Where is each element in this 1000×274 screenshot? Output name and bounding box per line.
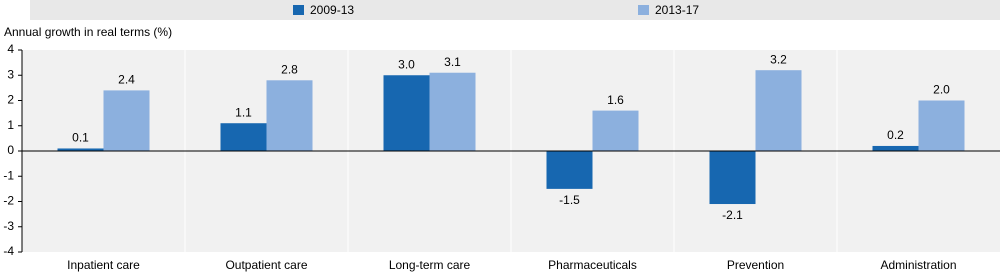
bar [918,100,965,151]
value-label: 3.0 [398,57,415,71]
value-label: -1.5 [559,193,580,207]
y-tick-label: 4 [7,42,14,56]
y-tick-label: -3 [3,219,14,233]
bar [429,72,476,151]
bar [266,80,313,151]
legend-swatch [638,5,649,15]
bar [546,151,593,189]
y-tick-label: 2 [7,93,14,107]
x-tick-label: Pharmaceuticals [548,258,637,272]
y-tick-label: 0 [7,143,14,157]
bar [57,148,104,151]
x-tick-label: Inpatient care [67,258,140,272]
x-tick-label: Prevention [727,258,784,272]
y-tick-label: -1 [3,168,14,182]
value-label: 2.0 [933,83,950,97]
x-tick-label: Long-term care [389,258,471,272]
bar [220,123,267,151]
bar [383,75,430,151]
x-tick-label: Administration [880,258,956,272]
bar [709,151,756,205]
legend-label: 2013-17 [655,3,699,17]
value-label: 2.8 [281,62,298,76]
value-label: 3.1 [444,55,461,69]
value-label: 1.1 [235,105,252,119]
legend-background [30,0,1000,20]
value-label: 0.1 [72,131,89,145]
y-tick-label: -2 [3,194,14,208]
value-label: 3.2 [770,52,787,66]
value-label: 2.4 [118,73,135,87]
y-axis-title: Annual growth in real terms (%) [4,25,172,39]
x-tick-label: Outpatient care [225,258,307,272]
value-label: 1.6 [607,93,624,107]
y-tick-label: 3 [7,67,14,81]
value-label: 0.2 [887,128,904,142]
bar [592,110,639,151]
bar [103,90,150,151]
bar [755,70,802,151]
legend-label: 2009-13 [310,3,354,17]
y-tick-label: -4 [3,244,14,258]
bar [872,145,919,151]
y-tick-label: 1 [7,118,14,132]
legend-swatch [293,5,304,15]
value-label: -2.1 [722,208,743,222]
